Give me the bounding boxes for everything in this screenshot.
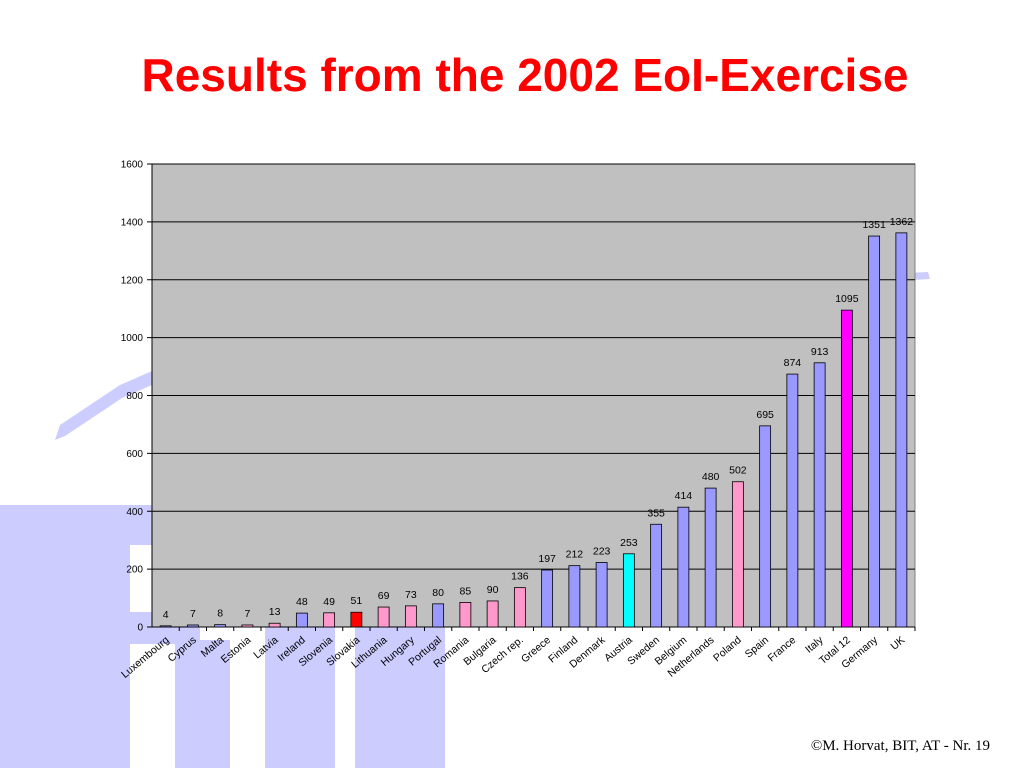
data-label: 223 xyxy=(593,545,611,557)
data-label: 197 xyxy=(538,553,556,565)
bar-slovenia xyxy=(323,612,336,628)
x-category-label: Latvia xyxy=(251,634,280,661)
bar-poland xyxy=(731,481,744,628)
bar-ireland xyxy=(295,612,308,628)
data-label: 13 xyxy=(269,606,281,618)
data-label: 913 xyxy=(811,346,829,358)
data-label: 51 xyxy=(351,595,363,607)
data-label: 480 xyxy=(702,471,720,483)
bar-greece xyxy=(541,569,554,628)
bar-latvia xyxy=(268,622,281,628)
bar-belgium xyxy=(677,506,690,628)
bar-spain xyxy=(759,425,772,628)
slide-footer: ©M. Horvat, BIT, AT - Nr. 19 xyxy=(810,738,990,754)
bar-germany xyxy=(868,235,881,628)
data-label: 90 xyxy=(487,584,499,596)
x-category-label: France xyxy=(766,634,799,664)
data-label: 8 xyxy=(217,608,223,620)
bar-lithuania xyxy=(377,606,390,628)
data-label: 49 xyxy=(323,596,335,608)
y-tick-label: 800 xyxy=(126,391,143,402)
data-label: 355 xyxy=(647,507,665,519)
data-label: 69 xyxy=(378,590,390,602)
data-label: 7 xyxy=(190,608,196,620)
bar-czech-rep- xyxy=(513,587,526,628)
data-label: 4 xyxy=(163,609,169,621)
data-label: 1095 xyxy=(835,293,859,305)
bar-cyprus xyxy=(186,624,199,628)
x-category-label: Cyprus xyxy=(166,634,199,665)
bar-austria xyxy=(622,553,635,628)
x-category-label: Estonia xyxy=(219,634,254,666)
y-tick-label: 400 xyxy=(126,507,143,518)
data-label: 1362 xyxy=(890,216,914,228)
bar-romania xyxy=(459,602,472,628)
y-tick-label: 200 xyxy=(126,565,143,576)
bar-estonia xyxy=(241,624,254,628)
bar-netherlands xyxy=(704,487,717,628)
bar-hungary xyxy=(404,605,417,628)
bar-france xyxy=(786,373,799,628)
x-category-label: Greece xyxy=(519,634,553,665)
x-category-label: Poland xyxy=(711,634,744,664)
data-label: 48 xyxy=(296,596,308,608)
bar-italy xyxy=(813,362,826,628)
y-tick-label: 0 xyxy=(137,623,143,634)
data-label: 414 xyxy=(675,490,693,502)
data-label: 502 xyxy=(729,465,747,477)
y-tick-label: 1000 xyxy=(121,333,144,344)
bar-malta xyxy=(214,624,227,628)
bar-denmark xyxy=(595,562,608,628)
data-label: 874 xyxy=(784,357,802,369)
bar-portugal xyxy=(432,603,445,628)
bar-slovakia xyxy=(350,611,363,628)
data-label: 212 xyxy=(566,549,584,561)
y-tick-label: 600 xyxy=(126,449,143,460)
data-label: 1351 xyxy=(862,219,886,231)
bar-total-12 xyxy=(840,309,853,628)
data-label: 7 xyxy=(244,608,250,620)
bar-finland xyxy=(568,565,581,628)
data-label: 136 xyxy=(511,571,529,583)
y-tick-label: 1200 xyxy=(121,275,144,286)
y-tick-label: 1600 xyxy=(121,160,144,171)
y-tick-label: 1400 xyxy=(121,217,144,228)
data-label: 85 xyxy=(460,585,472,597)
bar-uk xyxy=(895,232,908,628)
data-label: 253 xyxy=(620,537,638,549)
data-label: 73 xyxy=(405,589,417,601)
x-category-label: Luxembourg xyxy=(119,634,172,681)
bar-luxembourg xyxy=(159,625,172,628)
data-label: 695 xyxy=(756,409,774,421)
bar-sweden xyxy=(650,523,663,628)
slide-title: Results from the 2002 EoI-Exercise xyxy=(141,49,909,101)
x-category-label: UK xyxy=(888,634,907,653)
data-label: 80 xyxy=(432,587,444,599)
bar-bulgaria xyxy=(486,600,499,628)
